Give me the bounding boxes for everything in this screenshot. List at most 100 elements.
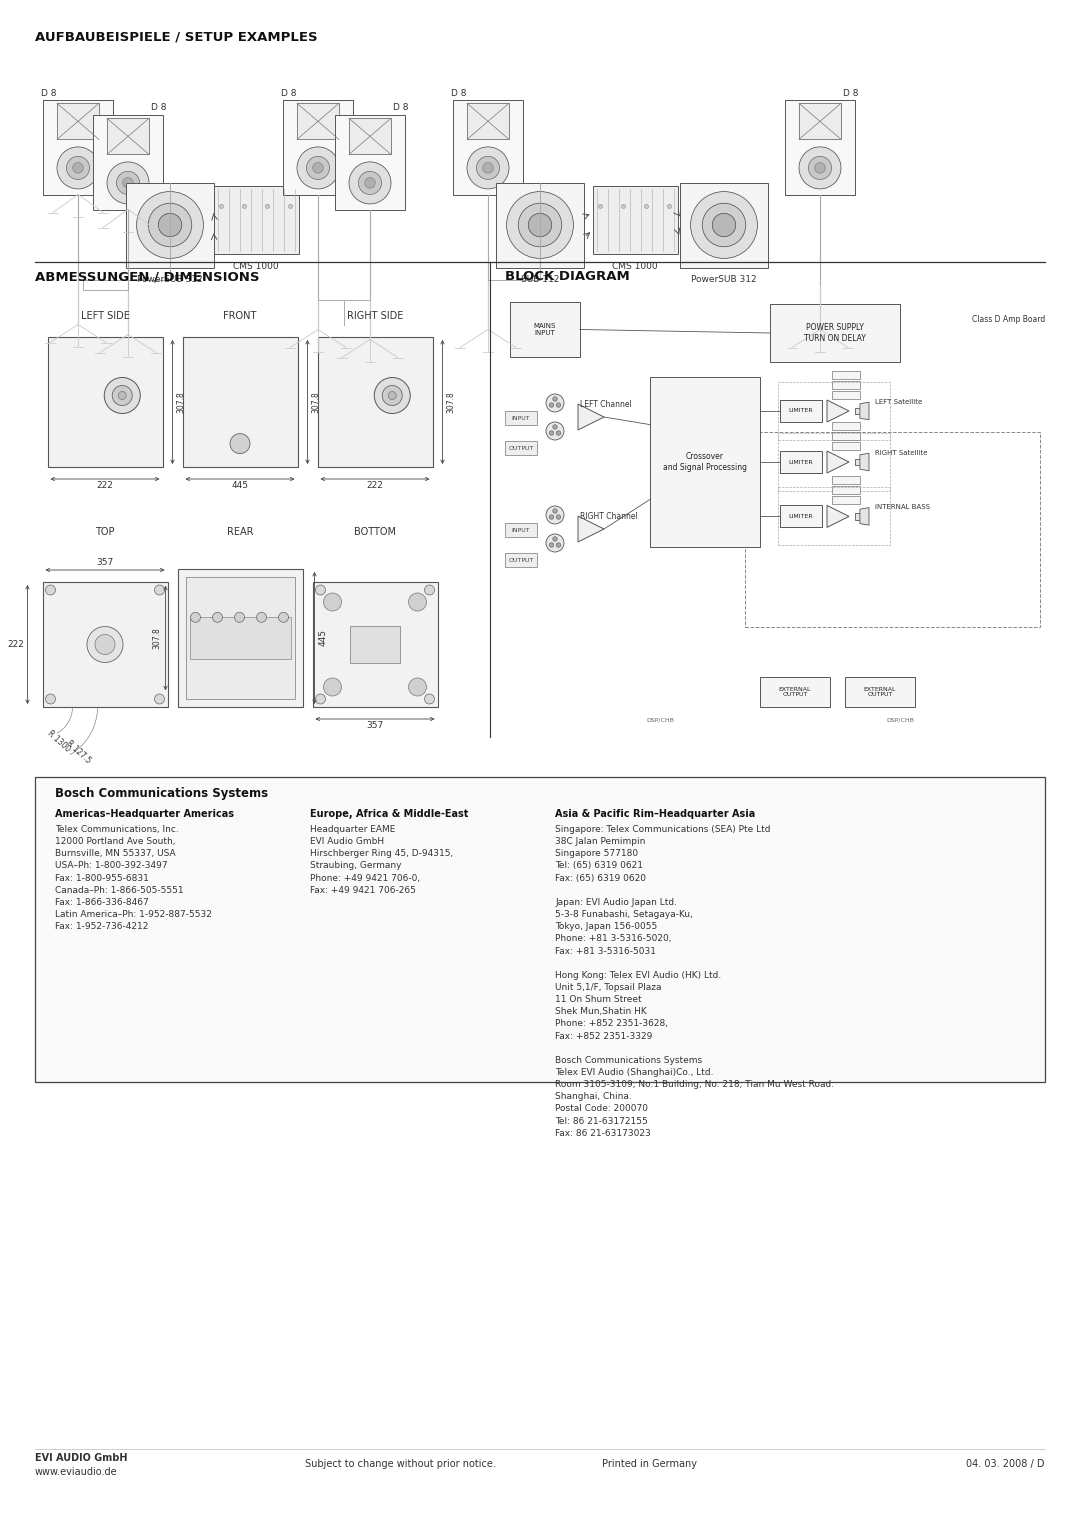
- Circle shape: [408, 592, 427, 611]
- Bar: [57, 104, 99, 139]
- Polygon shape: [827, 505, 849, 527]
- Text: CMS 1000: CMS 1000: [612, 263, 658, 270]
- Circle shape: [288, 205, 293, 208]
- Text: FRONT: FRONT: [224, 312, 257, 321]
- Bar: [832, 441, 860, 450]
- Circle shape: [219, 205, 224, 208]
- Polygon shape: [827, 400, 849, 421]
- Bar: [297, 104, 339, 139]
- Text: LEFT Satellite: LEFT Satellite: [875, 399, 922, 405]
- Circle shape: [483, 163, 494, 173]
- Circle shape: [107, 162, 149, 205]
- Circle shape: [307, 156, 329, 180]
- Circle shape: [546, 505, 564, 524]
- Text: 307.8: 307.8: [446, 391, 456, 412]
- Bar: [505, 553, 537, 567]
- Text: D 8: D 8: [41, 89, 56, 98]
- Circle shape: [230, 434, 249, 454]
- Bar: [467, 104, 509, 139]
- Circle shape: [95, 635, 114, 655]
- Circle shape: [518, 203, 562, 247]
- Circle shape: [702, 203, 745, 247]
- Text: D 8: D 8: [393, 104, 408, 113]
- Polygon shape: [860, 402, 869, 420]
- Text: Bosch Communications Systems: Bosch Communications Systems: [55, 786, 268, 800]
- Bar: [214, 186, 298, 253]
- Text: Crossover
and Signal Processing: Crossover and Signal Processing: [663, 452, 747, 472]
- Bar: [780, 450, 822, 473]
- Polygon shape: [860, 507, 869, 525]
- Circle shape: [243, 205, 246, 208]
- Circle shape: [556, 403, 561, 408]
- Bar: [780, 505, 822, 527]
- Circle shape: [234, 612, 244, 623]
- Circle shape: [809, 156, 832, 180]
- Text: EXTERNAL
OUTPUT: EXTERNAL OUTPUT: [779, 687, 811, 698]
- Bar: [283, 99, 353, 194]
- Text: 222: 222: [366, 481, 383, 490]
- Bar: [349, 118, 391, 154]
- Circle shape: [136, 191, 203, 258]
- Circle shape: [67, 156, 90, 180]
- Bar: [745, 432, 1040, 628]
- Bar: [93, 115, 163, 209]
- Bar: [780, 400, 822, 421]
- Bar: [350, 626, 400, 663]
- Circle shape: [553, 397, 557, 402]
- Bar: [505, 441, 537, 455]
- Circle shape: [297, 147, 339, 189]
- Circle shape: [257, 612, 267, 623]
- Circle shape: [546, 421, 564, 440]
- Circle shape: [550, 515, 554, 519]
- Text: 307.8: 307.8: [311, 391, 321, 412]
- Circle shape: [546, 534, 564, 551]
- Text: DSP/CHB: DSP/CHB: [646, 718, 674, 722]
- Text: LEFT SIDE: LEFT SIDE: [81, 312, 130, 321]
- Bar: [496, 183, 584, 267]
- Polygon shape: [860, 454, 869, 470]
- Circle shape: [645, 205, 648, 208]
- Text: REAR: REAR: [227, 527, 253, 538]
- Text: Asia & Pacific Rim–Headquarter Asia: Asia & Pacific Rim–Headquarter Asia: [555, 809, 755, 818]
- Bar: [505, 411, 537, 425]
- Bar: [832, 371, 860, 379]
- Text: CMS 1000: CMS 1000: [233, 263, 279, 270]
- Circle shape: [349, 162, 391, 205]
- Polygon shape: [578, 405, 604, 431]
- Circle shape: [528, 214, 552, 237]
- Polygon shape: [578, 516, 604, 542]
- Text: LIMITER: LIMITER: [788, 409, 813, 414]
- Text: PowerSUB 312: PowerSUB 312: [691, 275, 757, 284]
- Circle shape: [112, 385, 132, 406]
- Circle shape: [553, 425, 557, 429]
- Text: DSP/CHB: DSP/CHB: [886, 718, 914, 722]
- Circle shape: [324, 678, 341, 696]
- Text: BLOCK DIAGRAM: BLOCK DIAGRAM: [505, 270, 630, 282]
- Circle shape: [118, 391, 126, 400]
- Text: Class D Amp Board: Class D Amp Board: [972, 315, 1045, 324]
- Text: Subject to change without prior notice.: Subject to change without prior notice.: [305, 1458, 496, 1469]
- Text: POWER SUPPLY
TURN ON DELAY: POWER SUPPLY TURN ON DELAY: [805, 324, 866, 342]
- Circle shape: [799, 147, 841, 189]
- Bar: [832, 487, 860, 495]
- Text: 445: 445: [319, 629, 327, 646]
- Circle shape: [690, 191, 757, 258]
- Text: RIGHT SIDE: RIGHT SIDE: [347, 312, 403, 321]
- Bar: [593, 186, 677, 253]
- Circle shape: [154, 693, 164, 704]
- Circle shape: [105, 377, 140, 414]
- Bar: [48, 337, 162, 467]
- Circle shape: [45, 585, 55, 596]
- Bar: [312, 582, 437, 707]
- Circle shape: [550, 542, 554, 547]
- Circle shape: [621, 205, 625, 208]
- Circle shape: [266, 205, 270, 208]
- Bar: [453, 99, 523, 194]
- Text: R 1300: R 1300: [45, 728, 71, 754]
- Circle shape: [359, 171, 381, 194]
- Circle shape: [556, 542, 561, 547]
- Circle shape: [507, 191, 573, 258]
- Bar: [35, 777, 1045, 1083]
- Circle shape: [313, 163, 323, 173]
- Text: 04. 03. 2008 / D: 04. 03. 2008 / D: [967, 1458, 1045, 1469]
